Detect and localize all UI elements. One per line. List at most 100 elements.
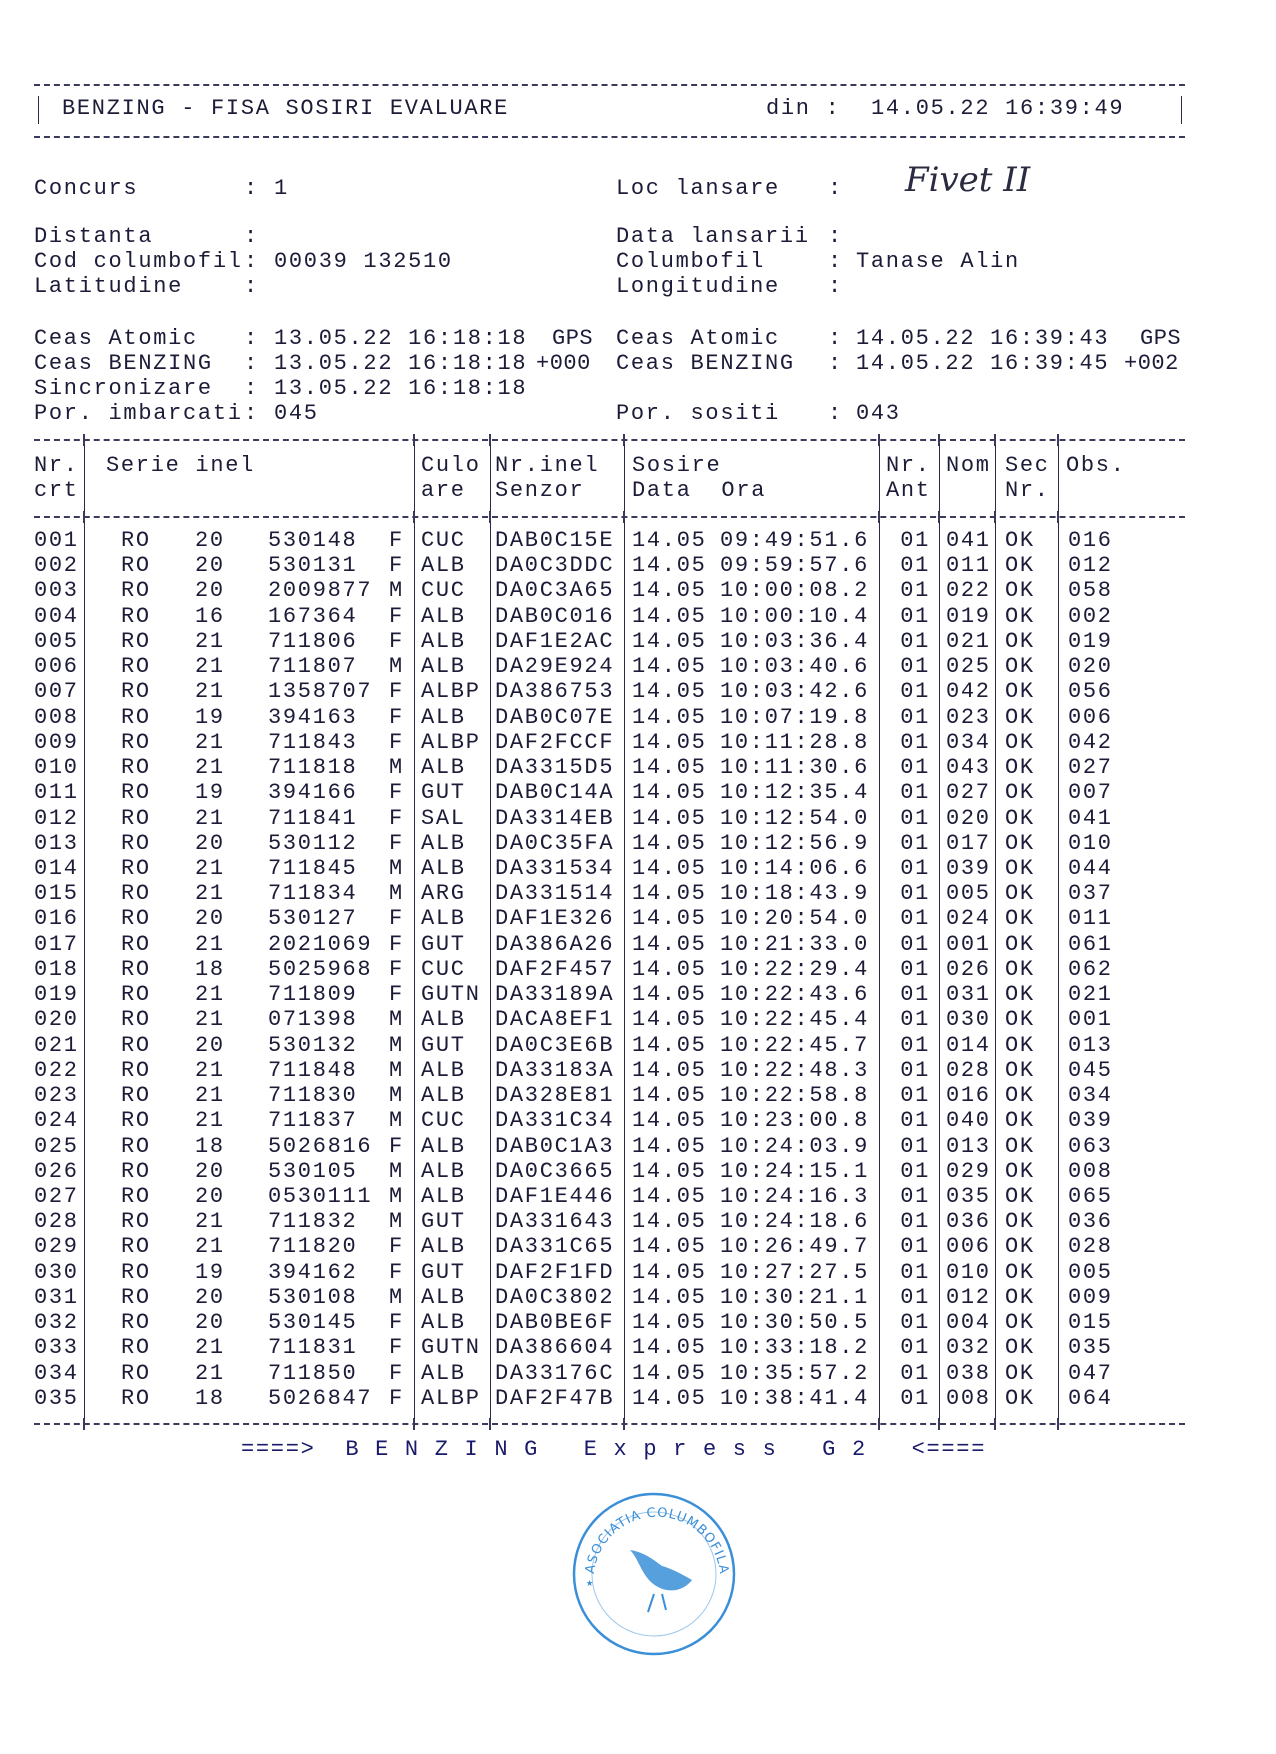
column-header-nrinel1: Nr.inel: [495, 453, 600, 478]
columbofil-value: Tanase Alin: [856, 249, 1020, 274]
column-header-ant1: Nr.: [886, 453, 931, 478]
cell-crt: 035: [34, 1385, 79, 1411]
cell-sensor: DAB0C016: [495, 603, 615, 629]
cell-nom: 038: [946, 1360, 991, 1386]
cell-date: 14.05: [632, 729, 707, 755]
cell-sex: M: [389, 1057, 404, 1083]
footer-banner: ====> B E N Z I N G E x p r e s s G 2 <=…: [241, 1437, 987, 1462]
cell-year: 21: [195, 982, 225, 1008]
cell-sensor: DAF2F1FD: [495, 1259, 615, 1285]
cell-crt: 001: [34, 528, 79, 553]
column-header-sec1: Sec: [1005, 453, 1050, 478]
cod-columbofil-colon: :: [244, 249, 259, 274]
cell-sec: OK: [1005, 1284, 1035, 1310]
cell-year: 20: [195, 553, 225, 579]
cell-nom: 020: [946, 805, 991, 831]
cell-time: 10:00:10.4: [720, 603, 870, 629]
table-column-line: [939, 521, 940, 1419]
cell-nom: 022: [946, 578, 991, 604]
cell-year: 21: [195, 1108, 225, 1134]
report-date-label: din :: [766, 96, 841, 121]
cell-time: 10:03:36.4: [720, 628, 870, 654]
cell-ring: 530148: [268, 528, 358, 553]
cell-sec: OK: [1005, 805, 1035, 831]
cell-crt: 016: [34, 906, 79, 932]
ceas-benzing-left-suffix: +000: [536, 351, 591, 376]
por-imbarcati-label: Por. imbarcati: [34, 401, 243, 426]
cell-sex: F: [389, 1335, 404, 1361]
sincronizare-label: Sincronizare: [34, 376, 213, 401]
cell-obs: 009: [1068, 1284, 1113, 1310]
cell-ring: 530145: [268, 1310, 358, 1336]
column-header-culo2: are: [421, 478, 466, 503]
cell-color: ALB: [421, 553, 466, 579]
cell-country: RO: [121, 1108, 151, 1134]
cell-color: ALB: [421, 1310, 466, 1336]
cell-sensor: DA0C3DDC: [495, 553, 615, 579]
table-rule-junction: [994, 511, 996, 523]
cell-sensor: DA33189A: [495, 982, 615, 1008]
table-rule-junction: [413, 434, 415, 446]
cell-crt: 015: [34, 881, 79, 907]
cell-sensor: DAF1E446: [495, 1183, 615, 1209]
cell-ant: 01: [900, 704, 930, 730]
cell-obs: 041: [1068, 805, 1113, 831]
cell-nom: 001: [946, 931, 991, 957]
cell-country: RO: [121, 1335, 151, 1361]
cell-ring: 530132: [268, 1032, 358, 1058]
cell-ant: 01: [900, 1234, 930, 1260]
cell-ant: 01: [900, 855, 930, 881]
cell-color: ALB: [421, 1057, 466, 1083]
cell-sec: OK: [1005, 982, 1035, 1008]
sincronizare-value: 13.05.22 16:18:18: [274, 376, 528, 401]
table-column-line: [414, 521, 415, 1419]
table-column-line: [1058, 521, 1059, 1419]
table-column-line: [879, 521, 880, 1419]
cell-obs: 008: [1068, 1158, 1113, 1184]
cell-nom: 011: [946, 553, 991, 579]
cell-sensor: DA386753: [495, 679, 615, 705]
table-header-column-line: [995, 444, 996, 512]
cell-date: 14.05: [632, 881, 707, 907]
table-rule-junction: [413, 511, 415, 523]
cell-ant: 01: [900, 654, 930, 680]
cell-ant: 01: [900, 780, 930, 806]
table-rule-junction: [1057, 511, 1059, 523]
cell-obs: 045: [1068, 1057, 1113, 1083]
por-sositi-label: Por. sositi: [616, 401, 780, 426]
cell-ring: 711843: [268, 729, 358, 755]
cell-ring: 530127: [268, 906, 358, 932]
cell-country: RO: [121, 1133, 151, 1159]
cell-sensor: DAF2FCCF: [495, 729, 615, 755]
ceas-benzing-left-value: 13.05.22 16:18:18: [274, 351, 528, 376]
cell-crt: 005: [34, 628, 79, 654]
cell-date: 14.05: [632, 679, 707, 705]
cell-date: 14.05: [632, 1183, 707, 1209]
cell-date: 14.05: [632, 830, 707, 856]
cell-ant: 01: [900, 982, 930, 1008]
cell-country: RO: [121, 906, 151, 932]
sincronizare-colon: :: [244, 376, 259, 401]
cell-date: 14.05: [632, 1108, 707, 1134]
cell-sex: F: [389, 1360, 404, 1386]
loc-lansare-label: Loc lansare: [616, 176, 780, 201]
cell-date: 14.05: [632, 956, 707, 982]
cell-ant: 01: [900, 1259, 930, 1285]
cell-obs: 063: [1068, 1133, 1113, 1159]
cell-crt: 021: [34, 1032, 79, 1058]
cell-color: ALB: [421, 1360, 466, 1386]
cell-year: 20: [195, 578, 225, 604]
cell-sensor: DA0C3802: [495, 1284, 615, 1310]
table-header-column-line: [490, 444, 491, 512]
concurs-label: Concurs: [34, 176, 139, 201]
cell-sec: OK: [1005, 1183, 1035, 1209]
cell-country: RO: [121, 956, 151, 982]
cell-sensor: DA328E81: [495, 1083, 615, 1109]
cell-time: 10:24:15.1: [720, 1158, 870, 1184]
cell-country: RO: [121, 855, 151, 881]
cell-ant: 01: [900, 906, 930, 932]
cell-year: 20: [195, 1310, 225, 1336]
cell-sensor: DA3314EB: [495, 805, 615, 831]
cell-sec: OK: [1005, 956, 1035, 982]
cell-sec: OK: [1005, 704, 1035, 730]
